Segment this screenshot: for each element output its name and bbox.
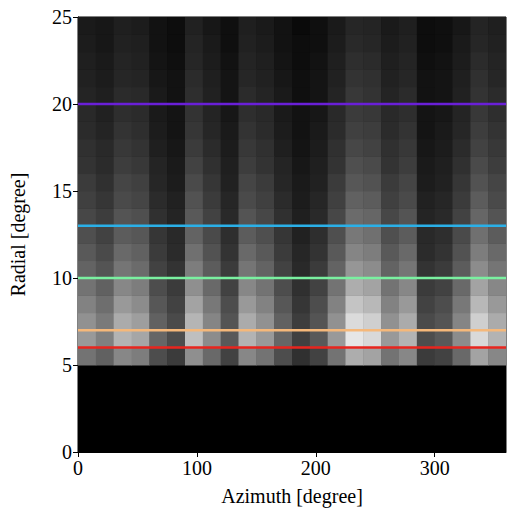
svg-text:15: 15 — [52, 180, 72, 202]
svg-text:200: 200 — [301, 457, 331, 479]
svg-text:10: 10 — [52, 267, 72, 289]
svg-text:0: 0 — [73, 457, 83, 479]
svg-text:20: 20 — [52, 93, 72, 115]
svg-text:Azimuth [degree]: Azimuth [degree] — [221, 485, 363, 508]
svg-text:5: 5 — [62, 354, 72, 376]
svg-text:25: 25 — [52, 6, 72, 28]
svg-text:100: 100 — [182, 457, 212, 479]
svg-text:Radial [degree]: Radial [degree] — [7, 173, 30, 297]
svg-text:300: 300 — [420, 457, 450, 479]
svg-text:0: 0 — [62, 441, 72, 463]
